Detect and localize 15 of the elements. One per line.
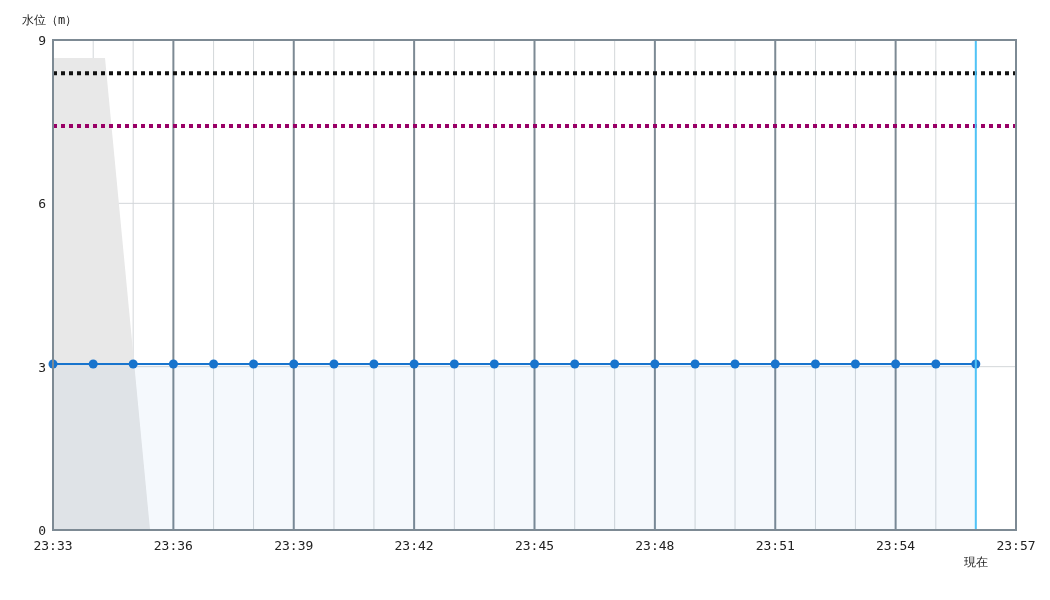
x-tick-label: 23:57 [996,538,1036,553]
x-tick-label: 23:33 [33,538,73,553]
x-tick-label: 23:51 [755,538,795,553]
x-tick-label: 23:36 [153,538,193,553]
x-tick-label: 23:39 [274,538,314,553]
x-tick-label: 23:54 [876,538,916,553]
y-tick-label: 0 [38,523,46,538]
x-tick-label: 23:42 [394,538,434,553]
x-tick-label: 23:48 [635,538,675,553]
y-axis-title: 水位（m） [22,13,78,27]
y-tick-label: 3 [38,359,46,375]
x-tick-label: 23:45 [514,538,555,553]
y-tick-label: 6 [38,196,46,212]
y-tick-label: 9 [38,33,46,48]
ref-line-label: 現在 [963,555,988,569]
